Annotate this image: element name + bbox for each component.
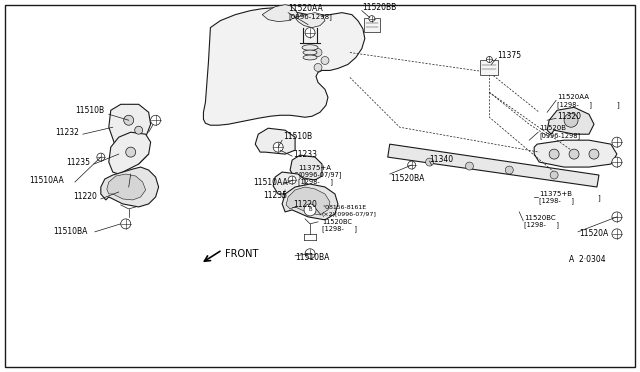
Text: 11520AA: 11520AA <box>288 4 323 13</box>
Polygon shape <box>273 172 305 197</box>
Circle shape <box>612 229 622 239</box>
Circle shape <box>612 212 622 222</box>
Polygon shape <box>388 144 599 187</box>
Text: 11520BC: 11520BC <box>524 215 556 221</box>
Text: °08156-8161E: °08156-8161E <box>322 205 366 211</box>
Text: [1298-     ]: [1298- ] <box>524 221 559 228</box>
Circle shape <box>549 149 559 159</box>
Circle shape <box>124 115 134 125</box>
Circle shape <box>589 149 599 159</box>
Circle shape <box>369 16 375 22</box>
Polygon shape <box>262 5 298 22</box>
Circle shape <box>564 113 578 127</box>
Circle shape <box>612 137 622 147</box>
Circle shape <box>150 115 161 125</box>
Polygon shape <box>109 104 150 147</box>
Text: 11232: 11232 <box>55 128 79 137</box>
Bar <box>364 17 380 32</box>
Polygon shape <box>107 174 146 200</box>
Polygon shape <box>286 187 330 215</box>
Circle shape <box>408 161 415 169</box>
Text: [1298-     ]: [1298- ] <box>322 225 357 232</box>
Text: 11510B: 11510B <box>283 132 312 141</box>
Ellipse shape <box>302 45 318 50</box>
Text: (×2)[0996-07/97]: (×2)[0996-07/97] <box>322 212 377 217</box>
Text: [0996-07/97]: [0996-07/97] <box>298 171 342 179</box>
Circle shape <box>304 204 316 216</box>
Circle shape <box>506 166 513 174</box>
Polygon shape <box>109 132 150 174</box>
Text: 11510BA: 11510BA <box>53 227 88 236</box>
Ellipse shape <box>303 50 317 55</box>
Circle shape <box>321 57 329 64</box>
Circle shape <box>569 149 579 159</box>
Text: [0996-1298]: [0996-1298] <box>539 132 580 138</box>
Circle shape <box>273 142 283 152</box>
Polygon shape <box>282 184 338 220</box>
Text: 11520AA: 11520AA <box>557 94 589 100</box>
Circle shape <box>465 162 474 170</box>
Text: ]: ] <box>616 101 619 108</box>
Text: 11375+A: 11375+A <box>298 165 331 171</box>
Circle shape <box>486 57 492 62</box>
Polygon shape <box>295 13 325 28</box>
Text: 11220: 11220 <box>293 201 317 209</box>
Text: 11520BC: 11520BC <box>322 219 352 225</box>
Circle shape <box>314 48 322 57</box>
Text: 11520B: 11520B <box>539 125 566 131</box>
Text: A  2·0304: A 2·0304 <box>569 255 605 264</box>
Text: 11340: 11340 <box>429 155 454 164</box>
Text: 11520BB: 11520BB <box>362 3 396 12</box>
Circle shape <box>125 147 136 157</box>
Circle shape <box>121 219 131 229</box>
Text: 11510BA: 11510BA <box>295 253 330 262</box>
Text: [1298-     ]: [1298- ] <box>557 101 592 108</box>
Text: 11320: 11320 <box>557 112 581 121</box>
Text: 11220: 11220 <box>73 192 97 202</box>
Text: 11510AA: 11510AA <box>253 177 288 186</box>
Circle shape <box>426 158 433 166</box>
Polygon shape <box>101 167 159 207</box>
Text: 11375+B: 11375+B <box>539 191 572 197</box>
Text: B: B <box>308 208 312 212</box>
Text: 11233: 11233 <box>293 150 317 158</box>
Text: ]: ] <box>597 195 600 201</box>
Text: [1298-     ]: [1298- ] <box>539 198 574 204</box>
Polygon shape <box>534 140 617 167</box>
Text: 11510B: 11510B <box>75 106 104 115</box>
Bar <box>481 60 499 75</box>
Circle shape <box>550 171 558 179</box>
Ellipse shape <box>303 55 317 60</box>
Text: FRONT: FRONT <box>225 249 259 259</box>
Polygon shape <box>290 155 322 180</box>
Text: 11375: 11375 <box>497 51 522 60</box>
Circle shape <box>314 64 322 71</box>
Circle shape <box>134 126 143 134</box>
Circle shape <box>305 28 315 38</box>
Text: 11510AA: 11510AA <box>29 176 64 185</box>
Text: [0996-1298]: [0996-1298] <box>288 13 332 20</box>
Polygon shape <box>547 107 594 134</box>
Text: 11235: 11235 <box>263 192 287 201</box>
Text: 11520BA: 11520BA <box>390 173 424 183</box>
Circle shape <box>612 157 622 167</box>
Circle shape <box>97 153 105 161</box>
Circle shape <box>305 249 315 259</box>
Text: [1298-     ]: [1298- ] <box>298 179 333 185</box>
Text: 11235: 11235 <box>66 158 90 167</box>
Polygon shape <box>204 8 365 125</box>
Polygon shape <box>255 128 295 154</box>
Text: 11520A: 11520A <box>579 229 608 238</box>
Circle shape <box>288 176 296 184</box>
